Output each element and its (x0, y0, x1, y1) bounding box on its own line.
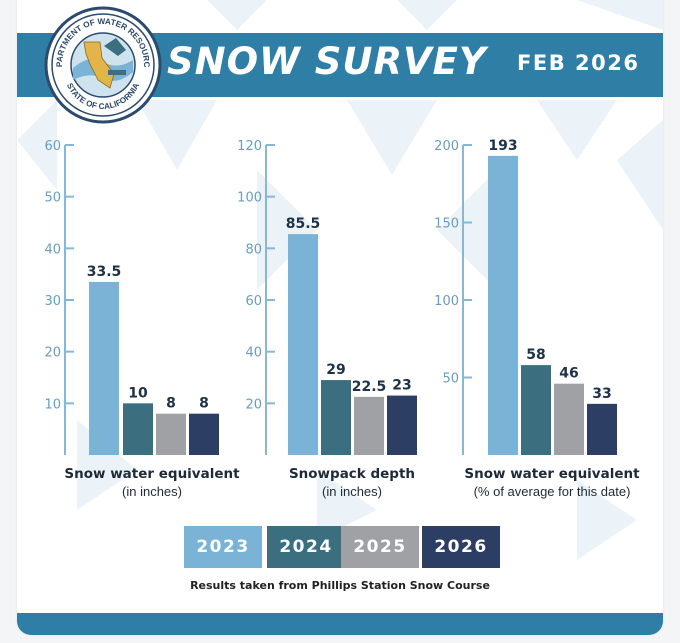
y-tick-label: 20 (44, 346, 61, 361)
bar-2026 (587, 403, 617, 455)
chart-swe-inches: 10 20 30 40 50 60 33.5 10 8 8 Snow water equivalen… (44, 139, 240, 499)
y-tick-label: 40 (44, 242, 61, 257)
chart-title: Snowpack depth (289, 466, 415, 482)
bar-2024 (521, 365, 551, 455)
chart-title: Snow water equivalent (64, 466, 240, 482)
chart-snowpack-depth: 20 40 60 80 100 120 85.5 29 22.5 23 Snowpack depth… (237, 139, 417, 499)
bar-value-label: 193 (488, 138, 517, 154)
bar-2024 (123, 403, 153, 455)
footer-bar (17, 613, 663, 635)
bar-value-label: 23 (392, 378, 411, 394)
legend-2023: 2023 (184, 526, 262, 568)
bar-value-label: 29 (326, 362, 345, 378)
y-tick-label: 100 (237, 191, 262, 206)
y-tick-label: 120 (237, 139, 262, 154)
y-tick-label: 100 (434, 294, 459, 309)
y-tick-label: 10 (44, 397, 61, 412)
chart-swe-percent: 50 100 150 200 193 58 46 33 Snow water equivalen… (434, 138, 640, 499)
chart-subtitle: (in inches) (322, 484, 382, 499)
chart-title: Snow water equivalent (464, 466, 640, 482)
bar-value-label: 10 (128, 385, 148, 401)
bar-2026 (189, 413, 219, 455)
y-tick-label: 60 (44, 139, 61, 154)
y-tick-label: 200 (434, 139, 459, 154)
legend-2024: 2024 (267, 526, 345, 568)
bar-2024 (321, 380, 351, 455)
y-tick-label: 30 (44, 294, 61, 309)
bar-2025 (554, 383, 584, 455)
page-title: SNOW SURVEY (167, 40, 487, 83)
bar-value-label: 8 (166, 396, 176, 412)
legend-2025: 2025 (341, 526, 419, 568)
survey-date: FEB 2026 (517, 51, 640, 75)
bar-value-label: 85.5 (286, 216, 321, 232)
bar-2025 (156, 413, 186, 455)
bar-value-label: 46 (559, 366, 578, 382)
bar-value-label: 33 (592, 386, 611, 402)
y-tick-label: 40 (245, 346, 262, 361)
y-tick-label: 60 (245, 294, 262, 309)
chart-subtitle: (% of average for this date) (474, 484, 631, 499)
bar-value-label: 22.5 (352, 379, 387, 395)
charts-area: 10 20 30 40 50 60 33.5 10 8 8 Snow water equivalen… (44, 138, 640, 499)
legend-2026: 2026 (422, 526, 500, 568)
y-tick-label: 80 (245, 242, 262, 257)
y-tick-label: 50 (442, 372, 459, 387)
y-tick-label: 20 (245, 397, 262, 412)
y-tick-label: 150 (434, 217, 459, 232)
bar-2023 (288, 234, 318, 455)
bar-2023 (89, 281, 119, 455)
bar-value-label: 33.5 (87, 264, 122, 280)
infographic-card: SNOW SURVEY FEB 2026 DEPARTMENT OF WATER… (17, 0, 663, 635)
bar-value-label: 8 (199, 396, 209, 412)
bar-2026 (387, 395, 417, 455)
background-pattern (17, 0, 663, 560)
dwr-seal-logo: DEPARTMENT OF WATER RESOURCES STATE OF C… (44, 6, 162, 124)
bar-2025 (354, 396, 384, 455)
y-tick-label: 50 (44, 191, 61, 206)
bar-value-label: 58 (526, 347, 545, 363)
source-note: Results taken from Phillips Station Snow… (190, 579, 490, 592)
chart-subtitle: (in inches) (122, 484, 182, 499)
bar-2023 (488, 155, 518, 455)
